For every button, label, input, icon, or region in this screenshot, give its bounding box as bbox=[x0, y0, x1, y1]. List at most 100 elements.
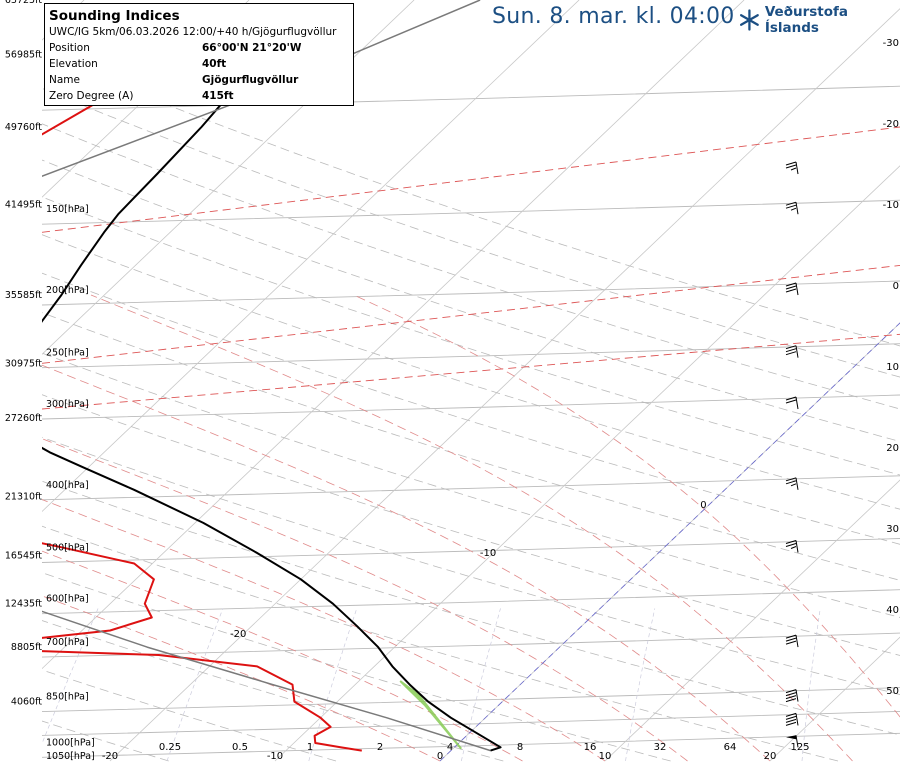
dry-adiabat bbox=[42, 394, 900, 656]
right-axis-label: 30 bbox=[886, 524, 899, 535]
info-row-value: 415ft bbox=[202, 90, 234, 102]
isobar bbox=[42, 343, 900, 369]
mixing-ratio-label: 32 bbox=[654, 742, 667, 753]
snowflake-icon bbox=[739, 9, 759, 31]
wind-barb bbox=[785, 201, 799, 215]
dry-adiabat bbox=[42, 123, 900, 410]
dry-adiabat bbox=[42, 436, 900, 695]
wind-barb bbox=[786, 735, 799, 748]
isotherm bbox=[42, 0, 250, 198]
mixing-ratio-label: 0.25 bbox=[159, 742, 181, 753]
parcel-line bbox=[42, 0, 491, 752]
mixing-ratio-label: 16 bbox=[584, 742, 597, 753]
info-row-label: Zero Degree (A) bbox=[49, 90, 134, 102]
isotherm-label: 0 bbox=[700, 500, 706, 511]
wind-barb bbox=[785, 477, 799, 490]
altitude-label: 30975ft bbox=[5, 358, 42, 369]
isotherm bbox=[274, 165, 900, 762]
wind-barb bbox=[785, 161, 799, 175]
isotherm-label: 20 bbox=[764, 751, 777, 762]
right-axis-label: 40 bbox=[886, 605, 899, 616]
mixing-ratio-line bbox=[625, 608, 656, 762]
mixing-ratio-label: 0.5 bbox=[232, 742, 248, 753]
dry-adiabat bbox=[42, 87, 900, 378]
isotherm bbox=[109, 8, 900, 762]
reference-line bbox=[42, 264, 900, 364]
info-model: UWC/IG 5km/06.03.2026 12:00/+40 h/Gjögur… bbox=[49, 26, 337, 38]
info-row-value: Gjögurflugvöllur bbox=[202, 74, 299, 86]
moist-adiabat bbox=[42, 438, 688, 762]
mixing-ratio-line bbox=[801, 608, 821, 762]
altitude-label: 4060ft bbox=[11, 697, 42, 708]
pressure-label: 250[hPa] bbox=[46, 348, 89, 359]
isobar bbox=[42, 199, 900, 225]
right-axis-label: 50 bbox=[886, 686, 899, 697]
moist-adiabat bbox=[42, 499, 606, 762]
info-row-value: 40ft bbox=[202, 58, 227, 70]
isotherm bbox=[42, 0, 580, 513]
isotherm-label: -10 bbox=[267, 751, 283, 762]
isobar bbox=[42, 710, 900, 736]
isobar bbox=[42, 687, 900, 713]
info-row-label: Name bbox=[49, 74, 80, 86]
mixing-ratio-line bbox=[308, 608, 358, 762]
isobar bbox=[42, 538, 900, 563]
reference-line bbox=[42, 126, 900, 233]
dry-adiabat bbox=[42, 312, 900, 581]
isobar bbox=[42, 394, 900, 420]
cape-area bbox=[399, 680, 462, 750]
altitude-label: 27260ft bbox=[5, 413, 42, 424]
pressure-label: 1000[hPa] bbox=[46, 737, 95, 748]
wind-barb bbox=[785, 634, 799, 648]
wind-barb bbox=[785, 396, 799, 410]
right-axis-label: -30 bbox=[883, 38, 899, 49]
right-axis-label: 10 bbox=[886, 362, 899, 373]
wind-barb bbox=[785, 712, 799, 726]
right-axis-label: -20 bbox=[883, 119, 899, 130]
dewpoint-line bbox=[42, 7, 362, 752]
altitude-label: 21310ft bbox=[5, 492, 42, 503]
right-axis-label: 0 bbox=[893, 281, 899, 292]
dry-adiabat bbox=[42, 525, 839, 762]
isobar bbox=[42, 475, 900, 501]
dry-adiabat bbox=[42, 234, 900, 510]
info-row-label: Position bbox=[49, 42, 90, 54]
dry-adiabat bbox=[42, 272, 900, 545]
zero-isotherm bbox=[439, 322, 900, 762]
altitude-label: 16545ft bbox=[5, 550, 42, 561]
isotherm bbox=[42, 0, 415, 355]
right-axis-label: 20 bbox=[886, 443, 899, 454]
isotherm-label: -20 bbox=[102, 751, 118, 762]
moist-adiabat bbox=[42, 364, 771, 762]
altitude-label: 12435ft bbox=[5, 599, 42, 610]
dry-adiabat bbox=[42, 159, 900, 442]
mixing-ratio-label: 4 bbox=[447, 742, 453, 753]
pressure-label: 1050[hPa] bbox=[46, 751, 95, 762]
altitude-label: 63725ft bbox=[5, 0, 42, 6]
wind-barb bbox=[785, 540, 799, 553]
dry-adiabat bbox=[42, 480, 900, 736]
isotherm-label: -10 bbox=[480, 548, 496, 559]
mixing-ratio-line bbox=[42, 608, 99, 745]
isobar bbox=[42, 589, 900, 615]
mixing-ratio-label: 64 bbox=[724, 742, 737, 753]
brand-logo: Veðurstofa Íslands bbox=[738, 4, 900, 36]
info-row-value: 66°00'N 21°20'W bbox=[202, 42, 302, 54]
pressure-label: 400[hPa] bbox=[46, 480, 89, 491]
info-row-zero-degree: Zero Degree (A) 415ft bbox=[49, 88, 347, 104]
pressure-label: 850[hPa] bbox=[46, 692, 89, 703]
info-title: Sounding Indices bbox=[49, 8, 180, 24]
dry-adiabat bbox=[42, 620, 504, 762]
mixing-ratio-label: 2 bbox=[377, 742, 383, 753]
dry-adiabat bbox=[42, 352, 900, 618]
pressure-label: 200[hPa] bbox=[46, 285, 89, 296]
altitude-label: 8805ft bbox=[11, 642, 42, 653]
info-row-elevation: Elevation 40ft bbox=[49, 56, 347, 72]
altitude-label: 41495ft bbox=[5, 200, 42, 211]
moist-adiabat bbox=[353, 294, 900, 718]
mixing-ratio-label: 1 bbox=[307, 742, 313, 753]
isotherm-label: 10 bbox=[599, 751, 612, 762]
brand-name: Veðurstofa Íslands bbox=[764, 4, 848, 36]
